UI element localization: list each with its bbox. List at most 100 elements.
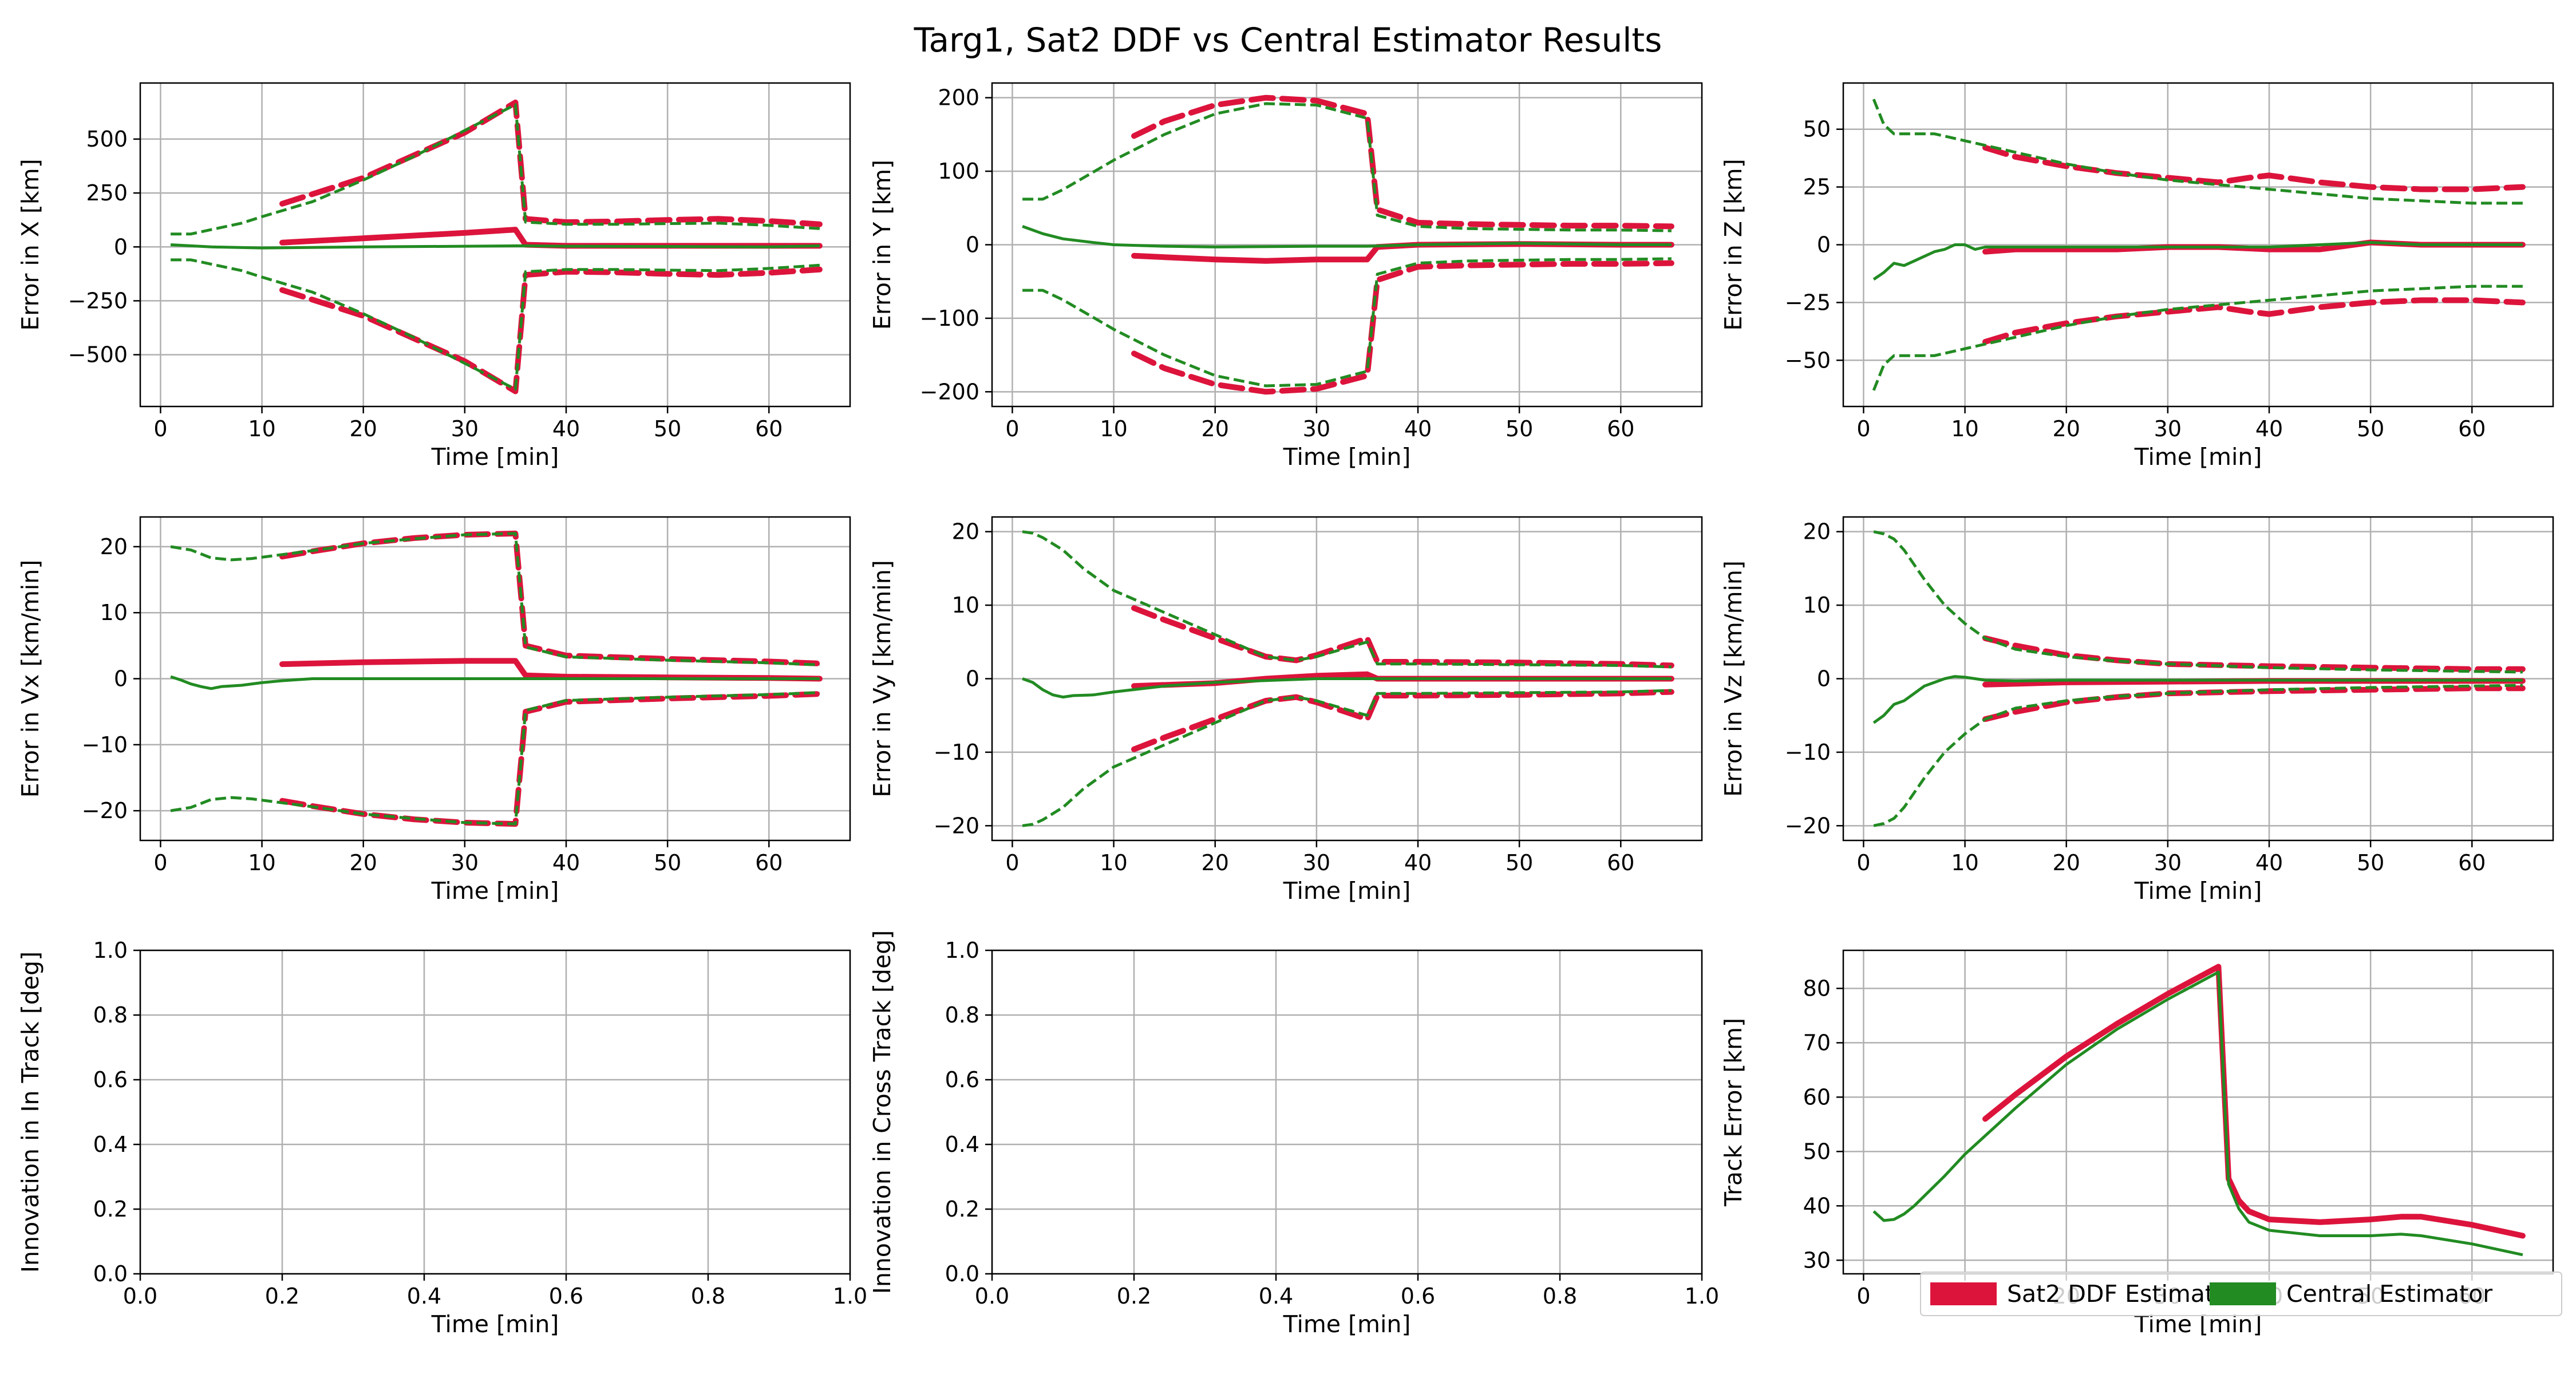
subplot-4: 0 10 20 30 40 50 60 −20 −10 0 10 20 Time [min] Error … xyxy=(17,516,851,905)
y-tick-label: 0.4 xyxy=(945,1132,979,1157)
x-tick-label: 30 xyxy=(1303,850,1330,875)
y-tick-label: −10 xyxy=(82,732,128,757)
ddf-lower-line xyxy=(279,266,823,394)
y-tick-label: 25 xyxy=(1803,175,1831,200)
x-tick-label: 0.2 xyxy=(265,1284,299,1309)
x-tick-label: 50 xyxy=(2357,416,2384,441)
y-tick-label: 1.0 xyxy=(945,938,979,963)
x-tick-label: 10 xyxy=(1951,850,1978,875)
central-error-line xyxy=(1872,675,2523,724)
series-group xyxy=(170,530,823,827)
central-lower-line xyxy=(170,691,820,826)
y-tick-label: 20 xyxy=(100,534,128,559)
central-lower-line xyxy=(171,258,820,391)
y-tick-label: 0 xyxy=(966,666,979,692)
x-tick-label: 20 xyxy=(350,416,377,441)
central-upper-line xyxy=(171,103,820,236)
x-tick-label: 50 xyxy=(2357,850,2384,875)
y-axis-label: Track Error [km] xyxy=(1720,1018,1747,1207)
x-tick-label: 20 xyxy=(350,850,377,875)
central-error-line xyxy=(1872,970,2523,1257)
x-axis-label: Time [min] xyxy=(1283,877,1411,905)
legend-swatch-central xyxy=(2210,1282,2276,1305)
central-upper-line xyxy=(1022,530,1672,669)
x-axis-label: Time [min] xyxy=(1283,1310,1411,1338)
subplot-3: 0 10 20 30 40 50 60 −50 −25 0 25 50 Time [min] Error … xyxy=(1720,82,2554,471)
axes-frame xyxy=(139,82,851,408)
x-tick-label: 10 xyxy=(1100,416,1127,441)
x-tick-label: 30 xyxy=(451,416,479,441)
x-tick-label: 60 xyxy=(2458,850,2486,875)
x-tick-label: 40 xyxy=(552,416,580,441)
y-tick-label: 50 xyxy=(1803,117,1831,142)
x-tick-label: 40 xyxy=(1404,850,1432,875)
ddf-upper-line xyxy=(1131,605,1674,669)
central-lower-line xyxy=(1872,285,2523,391)
central-upper-line xyxy=(1022,102,1672,232)
x-tick-label: 0.0 xyxy=(123,1284,157,1309)
central-error-line xyxy=(1022,225,1672,248)
y-axis-label: Error in Y [km] xyxy=(868,160,896,330)
x-axis-label: Time [min] xyxy=(431,1310,559,1338)
x-tick-label: 40 xyxy=(1404,416,1432,441)
central-upper-line xyxy=(1873,530,2523,674)
y-tick-label: 10 xyxy=(1803,593,1831,618)
x-tick-label: 0.4 xyxy=(1259,1284,1293,1309)
y-tick-label: 60 xyxy=(1803,1084,1831,1110)
subplot-grid: 0 10 20 30 40 50 60 −500 −250 0 25 0 50 0 Time [min] Er… xyxy=(17,82,2554,1338)
subplot-2: 0 10 20 30 40 50 60 −200 −100 0 100 200 Time [min] Er… xyxy=(868,82,1703,471)
ddf-lower-line xyxy=(1131,689,1674,752)
ddf-upper-line xyxy=(279,99,823,227)
y-tick-label: 80 xyxy=(1803,976,1831,1001)
y-tick-label: −500 xyxy=(68,342,128,368)
y-tick-label: 0.6 xyxy=(93,1067,128,1092)
x-tick-label: 60 xyxy=(1607,416,1634,441)
y-tick-label: −25 xyxy=(1785,290,1831,315)
y-tick-label: 0.8 xyxy=(945,1002,979,1028)
ddf-upper-line xyxy=(1131,94,1674,230)
y-tick-label: −250 xyxy=(68,288,128,313)
y-tick-label: −100 xyxy=(920,306,979,331)
central-error-line xyxy=(1872,241,2523,281)
x-axis-label: Time [min] xyxy=(1283,443,1411,471)
central-upper-line xyxy=(170,532,820,666)
central-error-line xyxy=(170,675,820,690)
x-tick-label: 0 xyxy=(153,416,167,441)
y-tick-label: 70 xyxy=(1803,1030,1831,1055)
ddf-error-line xyxy=(1982,964,2526,1239)
x-tick-label: 10 xyxy=(1951,416,1978,441)
x-tick-label: 50 xyxy=(654,416,681,441)
x-tick-label: 50 xyxy=(1506,416,1533,441)
y-tick-label: 20 xyxy=(952,519,979,544)
central-lower-line xyxy=(1873,684,2523,827)
x-tick-label: 0.8 xyxy=(1543,1284,1577,1309)
x-tick-label: 20 xyxy=(2053,416,2080,441)
legend: Sat2 DDF Estimator Central Estimator xyxy=(1920,1272,2562,1316)
legend-label-ddf: Sat2 DDF Estimator xyxy=(2007,1280,2238,1308)
ddf-lower-line xyxy=(1131,260,1674,395)
series-group xyxy=(1022,94,1674,395)
legend-label-central: Central Estimator xyxy=(2286,1280,2492,1308)
x-tick-label: 40 xyxy=(552,850,580,875)
ddf-upper-line xyxy=(1982,145,2526,192)
central-error-line xyxy=(170,243,820,250)
y-tick-label: 10 xyxy=(100,600,128,625)
x-tick-label: 40 xyxy=(2255,416,2283,441)
x-tick-label: 0 xyxy=(1005,850,1019,875)
x-tick-label: 0.8 xyxy=(691,1284,725,1309)
x-tick-label: 50 xyxy=(654,850,681,875)
y-tick-label: 30 xyxy=(1803,1247,1831,1273)
y-tick-label: 0.2 xyxy=(93,1197,128,1222)
x-tick-label: 20 xyxy=(1202,850,1229,875)
y-tick-label: −10 xyxy=(1785,740,1831,765)
y-tick-label: 0 xyxy=(966,232,979,258)
x-tick-label: 20 xyxy=(2053,850,2080,875)
y-tick-label: −20 xyxy=(82,798,128,823)
y-tick-label: 0.0 xyxy=(945,1261,979,1286)
central-lower-line xyxy=(1022,689,1672,827)
central-error-line xyxy=(1022,677,1672,699)
x-tick-label: 20 xyxy=(1202,416,1229,441)
x-tick-label: 1.0 xyxy=(1685,1284,1719,1309)
y-axis-label: Error in X [km] xyxy=(17,159,44,330)
y-axis-label: Error in Vy [km/min] xyxy=(868,560,896,797)
